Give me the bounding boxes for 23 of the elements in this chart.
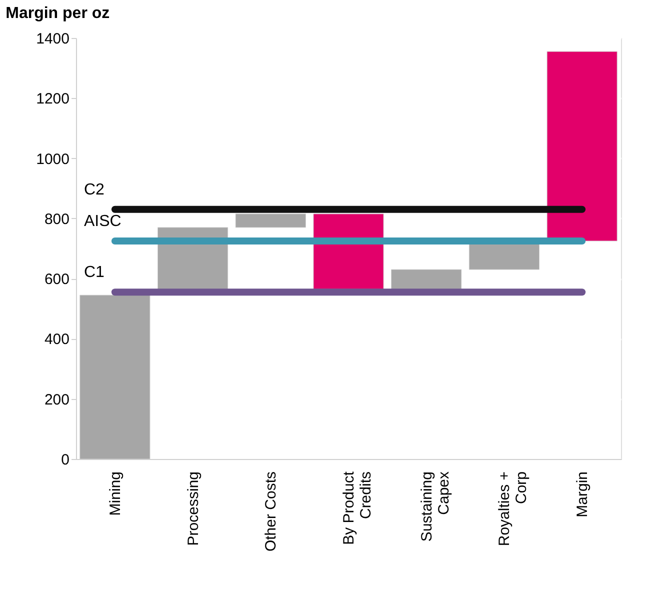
bar	[235, 214, 306, 228]
y-tick-label: 800	[44, 210, 70, 228]
x-tick-label: Margin	[574, 472, 592, 518]
x-tick-label: Sustaining Capex	[418, 471, 452, 542]
x-tick-label: By Product Credits	[340, 470, 374, 545]
x-tick-label: Royalties + Corp	[496, 471, 530, 546]
ref-line-label: C2	[84, 181, 105, 198]
bar	[391, 269, 462, 290]
x-tick-label: Mining	[106, 472, 124, 516]
y-tick-label: 1000	[36, 150, 70, 168]
y-tick-label: 0	[61, 452, 70, 468]
ref-line-label: AISC	[84, 212, 122, 230]
chart-title: Margin per oz	[6, 5, 110, 22]
bar	[313, 214, 384, 290]
ref-line-label: C1	[84, 264, 105, 282]
y-tick-label: 1400	[36, 30, 70, 48]
x-tick-label: Processing	[184, 472, 202, 546]
bar	[546, 51, 618, 242]
y-tick-label: 600	[44, 271, 70, 288]
y-tick-label: 1200	[36, 90, 70, 108]
y-tick-label: 400	[44, 331, 70, 348]
y-tick-label: 200	[44, 391, 70, 408]
x-tick-label: Other Costs	[262, 472, 280, 552]
